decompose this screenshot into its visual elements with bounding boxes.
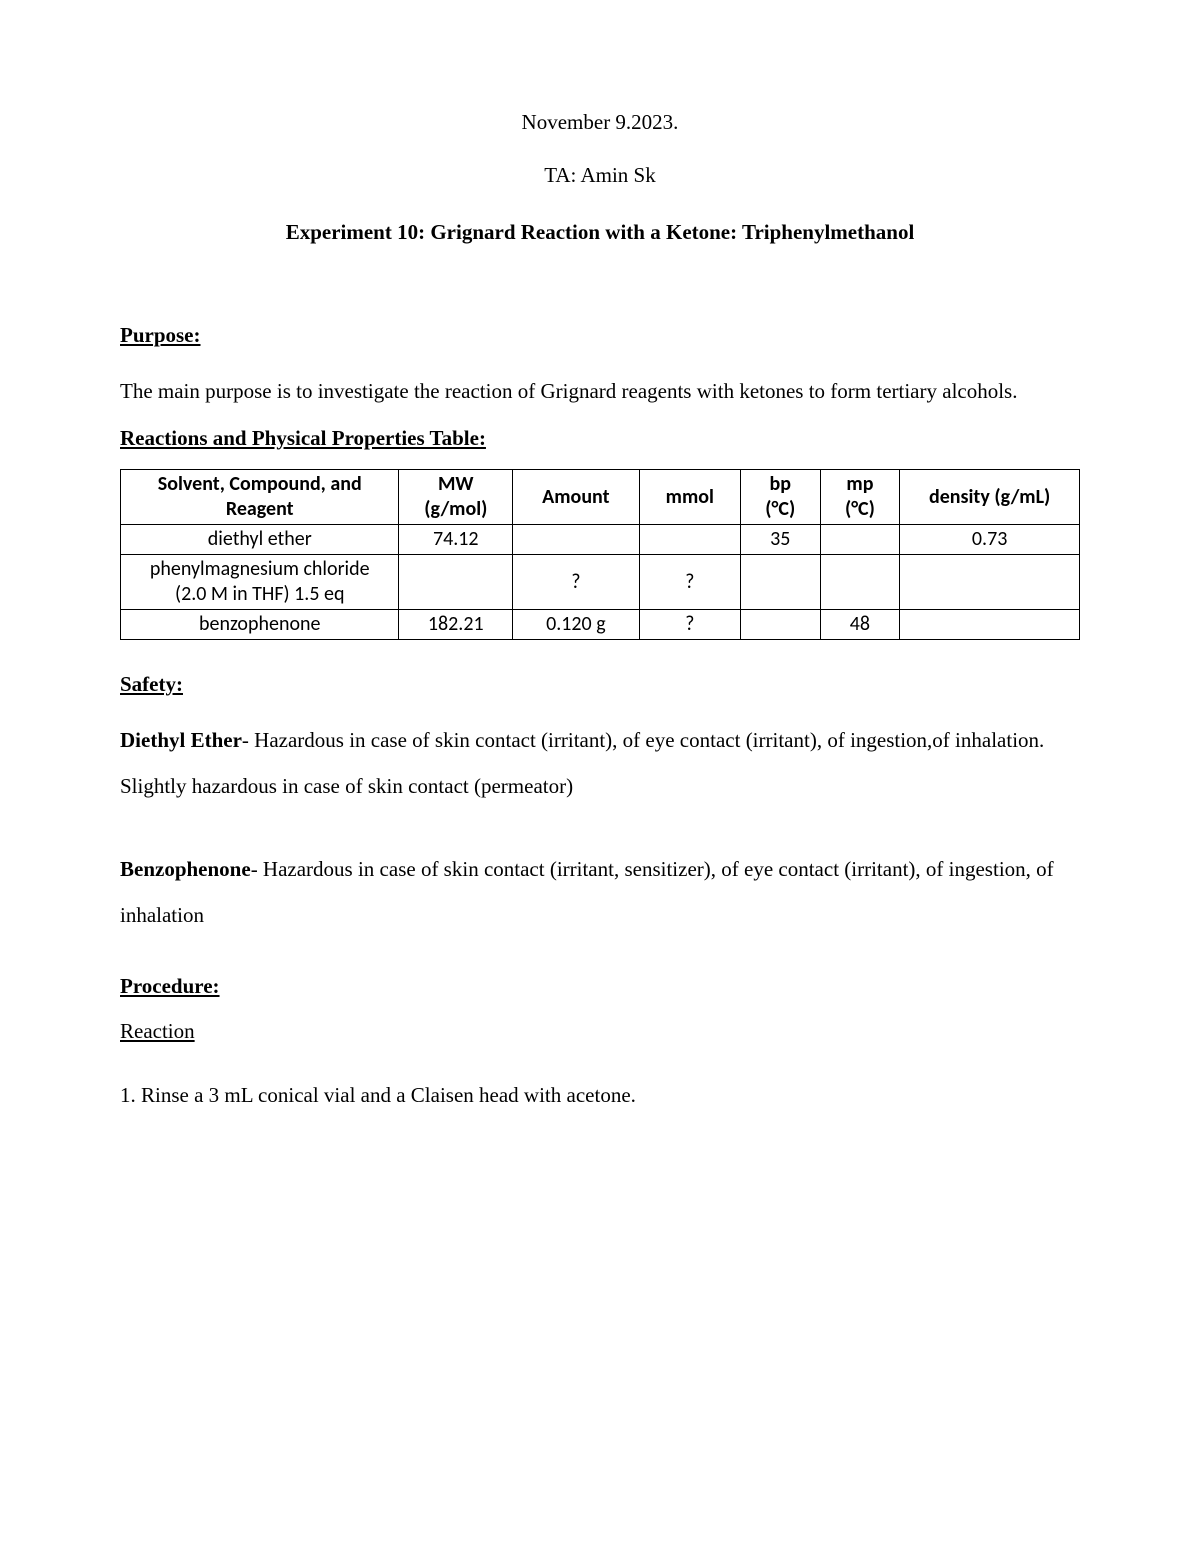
cell-mmol bbox=[639, 525, 740, 555]
col-mp: mp (°C) bbox=[820, 470, 900, 525]
col-mw: MW (g/mol) bbox=[399, 470, 513, 525]
table-header-row: Solvent, Compound, and Reagent MW (g/mol… bbox=[121, 470, 1080, 525]
cell-compound: benzophenone bbox=[121, 610, 399, 640]
col-label: bp bbox=[770, 472, 791, 496]
cell-mw: 74.12 bbox=[399, 525, 513, 555]
safety-item-name: Diethyl Ether bbox=[120, 728, 242, 752]
col-mmol: mmol bbox=[639, 470, 740, 525]
cell-mp bbox=[820, 525, 900, 555]
cell-density bbox=[900, 555, 1080, 610]
col-label: mp bbox=[846, 472, 873, 496]
date-line: November 9.2023. bbox=[120, 110, 1080, 135]
experiment-title: Experiment 10: Grignard Reaction with a … bbox=[120, 220, 1080, 245]
col-label: (°C) bbox=[765, 497, 795, 521]
safety-item: Benzophenone- Hazardous in case of skin … bbox=[120, 846, 1080, 938]
cell-density bbox=[900, 610, 1080, 640]
purpose-heading: Purpose: bbox=[120, 323, 1080, 348]
col-label: Solvent, Compound, and bbox=[158, 472, 362, 496]
col-label: Reagent bbox=[226, 497, 294, 521]
properties-table: Solvent, Compound, and Reagent MW (g/mol… bbox=[120, 469, 1080, 640]
cell-mmol: ? bbox=[639, 610, 740, 640]
cell-amount: 0.120 g bbox=[513, 610, 640, 640]
safety-item: Diethyl Ether- Hazardous in case of skin… bbox=[120, 717, 1080, 809]
col-label: mmol bbox=[666, 485, 714, 509]
cell-mw bbox=[399, 555, 513, 610]
cell-mp bbox=[820, 555, 900, 610]
ta-line: TA: Amin Sk bbox=[120, 163, 1080, 188]
cell-text: (2.0 M in THF) 1.5 eq bbox=[175, 582, 344, 606]
cell-compound: diethyl ether bbox=[121, 525, 399, 555]
cell-bp bbox=[740, 555, 820, 610]
procedure-heading: Procedure: bbox=[120, 974, 1080, 999]
col-amount: Amount bbox=[513, 470, 640, 525]
document-page: November 9.2023. TA: Amin Sk Experiment … bbox=[0, 0, 1200, 1553]
cell-bp: 35 bbox=[740, 525, 820, 555]
procedure-section: Procedure: Reaction 1. Rinse a 3 mL coni… bbox=[120, 974, 1080, 1118]
col-label: MW bbox=[438, 472, 474, 496]
safety-item-text: - Hazardous in case of skin contact (irr… bbox=[120, 728, 1044, 798]
col-bp: bp (°C) bbox=[740, 470, 820, 525]
table-heading: Reactions and Physical Properties Table: bbox=[120, 426, 1080, 451]
purpose-text: The main purpose is to investigate the r… bbox=[120, 368, 1080, 414]
cell-text: phenylmagnesium chloride bbox=[150, 557, 370, 581]
cell-mmol: ? bbox=[639, 555, 740, 610]
cell-compound: phenylmagnesium chloride (2.0 M in THF) … bbox=[121, 555, 399, 610]
cell-density: 0.73 bbox=[900, 525, 1080, 555]
col-label: (g/mol) bbox=[424, 497, 487, 521]
table-row: diethyl ether 74.12 35 0.73 bbox=[121, 525, 1080, 555]
safety-item-text: - Hazardous in case of skin contact (irr… bbox=[120, 857, 1054, 927]
cell-mw: 182.21 bbox=[399, 610, 513, 640]
col-label: density (g/mL) bbox=[929, 485, 1050, 509]
safety-heading: Safety: bbox=[120, 672, 1080, 697]
cell-mp: 48 bbox=[820, 610, 900, 640]
col-compound: Solvent, Compound, and Reagent bbox=[121, 470, 399, 525]
col-label: Amount bbox=[542, 485, 609, 509]
col-density: density (g/mL) bbox=[900, 470, 1080, 525]
table-row: benzophenone 182.21 0.120 g ? 48 bbox=[121, 610, 1080, 640]
cell-amount bbox=[513, 525, 640, 555]
col-label: (°C) bbox=[845, 497, 875, 521]
procedure-step: 1. Rinse a 3 mL conical vial and a Clais… bbox=[120, 1072, 1080, 1118]
table-row: phenylmagnesium chloride (2.0 M in THF) … bbox=[121, 555, 1080, 610]
cell-amount: ? bbox=[513, 555, 640, 610]
safety-item-name: Benzophenone bbox=[120, 857, 251, 881]
cell-bp bbox=[740, 610, 820, 640]
procedure-subheading: Reaction bbox=[120, 1019, 1080, 1044]
